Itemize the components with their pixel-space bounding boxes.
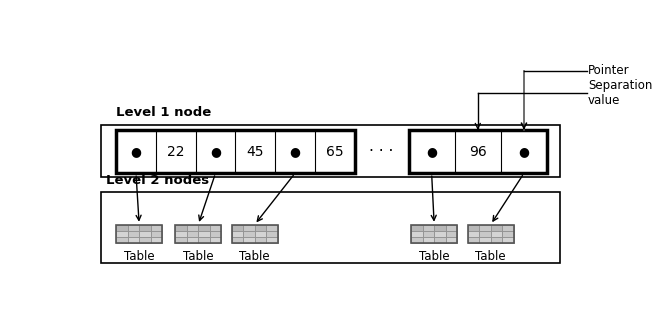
Bar	[139, 225, 151, 231]
Text: ●: ●	[426, 145, 437, 158]
Bar	[187, 231, 198, 237]
Text: ●: ●	[518, 145, 530, 158]
Text: 65: 65	[326, 144, 344, 159]
Bar	[255, 231, 266, 237]
Bar	[467, 237, 479, 243]
Bar	[491, 225, 502, 231]
Bar	[243, 231, 255, 237]
Bar	[467, 225, 479, 231]
Text: Table: Table	[183, 250, 214, 263]
Bar	[434, 225, 446, 231]
Bar	[232, 225, 243, 231]
Bar	[266, 225, 278, 231]
Bar	[151, 231, 162, 237]
Bar	[128, 225, 139, 231]
Bar	[422, 231, 434, 237]
Text: Table: Table	[419, 250, 449, 263]
Bar	[198, 231, 210, 237]
Bar	[116, 225, 162, 243]
Bar	[210, 225, 221, 231]
Bar	[467, 231, 479, 237]
Bar	[422, 237, 434, 243]
Bar	[232, 237, 243, 243]
Bar	[175, 225, 221, 243]
Text: 96: 96	[469, 144, 487, 159]
Bar	[232, 231, 243, 237]
Bar	[187, 225, 198, 231]
Bar	[187, 237, 198, 243]
Bar	[408, 130, 547, 173]
Bar	[116, 130, 355, 173]
Bar	[198, 225, 210, 231]
Bar	[175, 225, 187, 231]
Bar	[502, 231, 514, 237]
Text: 45: 45	[246, 144, 264, 159]
Bar	[175, 231, 187, 237]
Text: Table: Table	[124, 250, 154, 263]
Bar	[446, 237, 457, 243]
Text: · · ·: · · ·	[369, 144, 393, 159]
Bar	[175, 237, 187, 243]
Text: 22: 22	[167, 144, 185, 159]
Bar	[434, 237, 446, 243]
Text: Separation
value: Separation value	[588, 79, 653, 107]
Bar	[479, 225, 491, 231]
Bar	[491, 237, 502, 243]
Bar	[422, 225, 434, 231]
Bar	[467, 225, 514, 243]
Bar	[198, 237, 210, 243]
Bar	[243, 225, 255, 231]
Text: Level 1 node: Level 1 node	[116, 106, 211, 119]
Bar	[151, 237, 162, 243]
Bar	[128, 237, 139, 243]
Bar	[255, 237, 266, 243]
Text: ●: ●	[130, 145, 142, 158]
Bar	[491, 231, 502, 237]
Bar	[232, 225, 278, 243]
Bar	[139, 237, 151, 243]
Bar	[266, 231, 278, 237]
Bar	[101, 192, 560, 264]
Bar	[116, 237, 128, 243]
Bar	[243, 237, 255, 243]
Bar	[116, 231, 128, 237]
Bar	[151, 225, 162, 231]
Text: Pointer: Pointer	[588, 64, 630, 77]
Bar	[266, 237, 278, 243]
Bar	[255, 225, 266, 231]
Bar	[479, 237, 491, 243]
Bar	[502, 237, 514, 243]
Bar	[101, 125, 560, 177]
Bar	[210, 237, 221, 243]
Text: Table: Table	[475, 250, 506, 263]
Text: ●: ●	[210, 145, 221, 158]
Bar	[411, 237, 422, 243]
Bar	[434, 231, 446, 237]
Bar	[411, 231, 422, 237]
Bar	[411, 225, 422, 231]
Bar	[411, 225, 457, 243]
Bar	[116, 225, 128, 231]
Bar	[139, 231, 151, 237]
Bar	[128, 231, 139, 237]
Bar	[479, 231, 491, 237]
Bar	[446, 231, 457, 237]
Text: Level 2 nodes: Level 2 nodes	[106, 174, 209, 187]
Text: ●: ●	[289, 145, 301, 158]
Text: Table: Table	[239, 250, 270, 263]
Bar	[446, 225, 457, 231]
Bar	[210, 231, 221, 237]
Bar	[502, 225, 514, 231]
